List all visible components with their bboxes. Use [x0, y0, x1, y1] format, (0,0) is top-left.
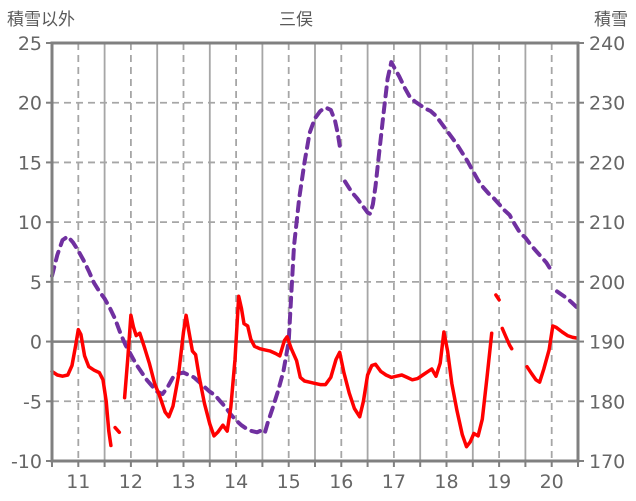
x-tick-label: 13 [171, 471, 195, 493]
y-left-tick-label: -10 [11, 451, 42, 473]
y-left-tick-label: 0 [30, 332, 42, 354]
y-right-tick-label: 240 [589, 33, 625, 55]
y-left-tick-label: -5 [23, 391, 42, 413]
x-tick-label: 19 [487, 471, 511, 493]
series-other [113, 425, 122, 435]
x-tick-label: 17 [382, 471, 406, 493]
series-other [50, 327, 113, 448]
y-right-tick-label: 230 [589, 93, 625, 115]
series-snow [50, 105, 342, 435]
y-left-tick-label: 5 [30, 272, 42, 294]
y-left-tick-label: 10 [18, 212, 42, 234]
chart-title: 三俣 [279, 10, 313, 30]
series-other [500, 326, 514, 351]
x-tick-label: 12 [119, 471, 143, 493]
x-tick-label: 15 [277, 471, 301, 493]
y-right-tick-label: 220 [589, 152, 625, 174]
series-other [525, 324, 579, 384]
y-left-tick-label: 20 [18, 93, 42, 115]
y-right-tick-label: 170 [589, 451, 625, 473]
y-right-tick-label: 190 [589, 332, 625, 354]
y-right-tick-label: 180 [589, 391, 625, 413]
y-right-tick-label: 210 [589, 212, 625, 234]
x-tick-label: 14 [224, 471, 248, 493]
x-tick-label: 20 [540, 471, 564, 493]
y-left-tick-label: 15 [18, 152, 42, 174]
x-tick-label: 16 [329, 471, 353, 493]
series-other [122, 294, 494, 449]
left-axis-caption: 積雪以外 [7, 10, 75, 30]
y-left-tick-label: 25 [18, 33, 42, 55]
right-axis-caption: 積雪 [594, 10, 628, 30]
x-tick-label: 18 [434, 471, 458, 493]
series-snow [555, 289, 579, 309]
series-snow [343, 60, 554, 274]
series-other [494, 293, 501, 302]
y-right-tick-label: 200 [589, 272, 625, 294]
x-tick-label: 11 [66, 471, 90, 493]
